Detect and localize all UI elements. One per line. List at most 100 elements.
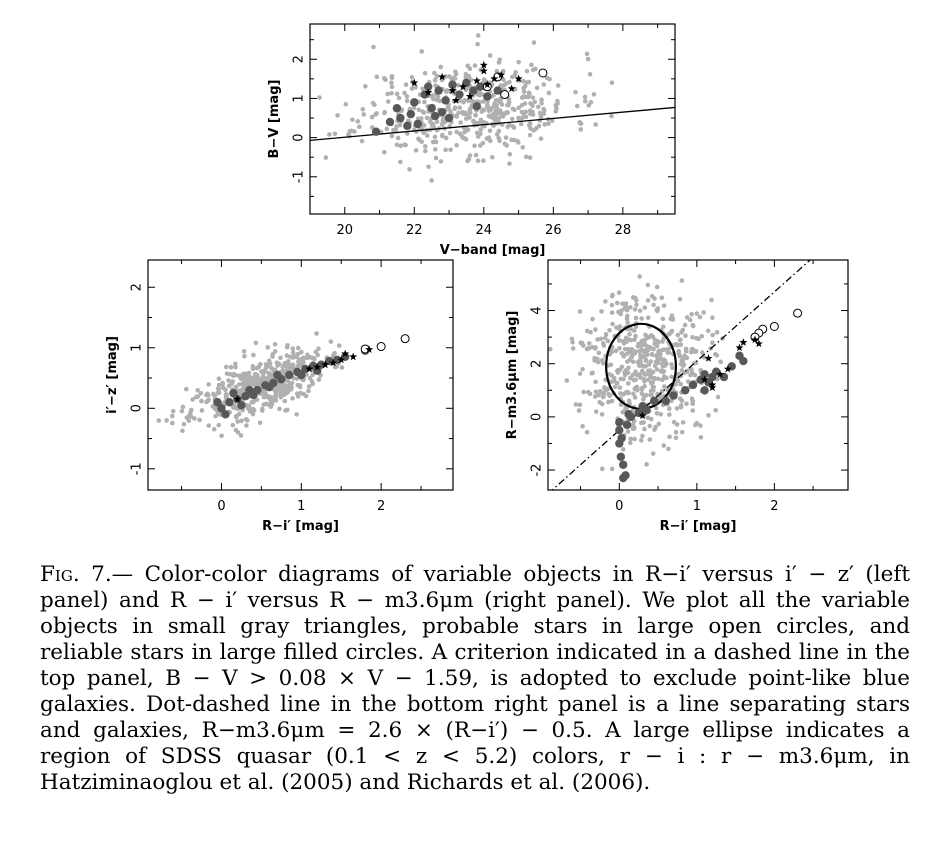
gray-point <box>609 310 615 315</box>
gray-point <box>670 316 675 321</box>
gray-point <box>481 158 486 163</box>
gray-point <box>294 412 299 417</box>
gray-point <box>679 278 685 283</box>
gray-point <box>633 315 639 321</box>
gray-point <box>681 362 687 368</box>
gray-point <box>261 402 267 407</box>
gray-point <box>518 121 524 127</box>
gray-point <box>615 367 621 373</box>
star-marker <box>754 339 763 348</box>
gray-point <box>541 106 546 112</box>
plot-frame <box>309 23 676 215</box>
gray-point <box>265 345 271 350</box>
gray-point <box>687 317 693 323</box>
gray-point <box>622 352 627 358</box>
gray-point <box>593 379 598 385</box>
gray-point <box>564 378 570 383</box>
star-marker <box>716 370 725 378</box>
gray-point <box>269 401 275 407</box>
gray-point <box>587 71 593 77</box>
gray-point <box>659 356 664 362</box>
gray-point <box>206 397 211 403</box>
gray-point <box>661 443 667 448</box>
figure-caption: Fig. 7.— Color-color diagrams of variabl… <box>40 562 910 796</box>
gray-point <box>475 41 480 47</box>
gray-point <box>653 405 659 411</box>
gray-point <box>673 435 679 441</box>
gray-point <box>536 123 542 129</box>
caption-text: Color-color diagrams of variable objects… <box>40 562 910 795</box>
gray-point <box>648 380 654 386</box>
x-tick-label: 2 <box>377 499 385 514</box>
star-marker <box>704 354 713 362</box>
gray-point <box>641 377 647 382</box>
gray-point <box>231 371 237 377</box>
gray-point <box>654 343 660 349</box>
gray-point <box>606 391 611 397</box>
gray-point <box>628 436 633 442</box>
gray-point <box>503 135 509 140</box>
gray-point <box>527 108 533 113</box>
filled-circle <box>618 473 628 483</box>
gray-point <box>199 398 204 404</box>
filled-circle <box>622 420 632 430</box>
gray-point <box>684 369 690 375</box>
gray-point <box>507 161 512 166</box>
gray-point <box>521 89 527 94</box>
x-tick-label: 1 <box>297 499 305 514</box>
gray-point <box>645 335 650 341</box>
gray-point <box>642 426 647 432</box>
filled-circle <box>217 404 226 413</box>
gray-point <box>642 342 648 347</box>
gray-point <box>715 394 721 400</box>
gray-point <box>189 407 194 413</box>
gray-point <box>534 85 540 91</box>
gray-point <box>409 86 415 91</box>
gray-point <box>454 129 459 135</box>
gray-point <box>360 106 366 112</box>
gray-point <box>645 298 651 303</box>
gray-point <box>219 433 224 439</box>
gray-point <box>281 370 287 375</box>
gray-point <box>646 377 651 382</box>
filled-circle <box>688 380 698 390</box>
gray-point <box>665 350 671 355</box>
gray-point <box>614 325 619 330</box>
gray-point <box>429 178 434 183</box>
filled-circle <box>285 370 294 380</box>
gray-point <box>609 466 615 472</box>
gray-point <box>668 329 674 335</box>
gray-point <box>516 140 521 145</box>
gray-point <box>295 345 301 351</box>
gray-point <box>647 437 653 442</box>
gray-point <box>683 346 689 352</box>
gray-point <box>638 420 644 426</box>
gray-point <box>156 418 162 423</box>
gray-point <box>710 315 715 321</box>
gray-point <box>306 384 312 389</box>
gray-point <box>676 348 682 354</box>
filled-circle <box>423 82 433 91</box>
gray-point <box>584 346 590 352</box>
star-marker <box>305 364 314 373</box>
y-tick-label: 0 <box>530 413 545 421</box>
gray-point <box>651 346 656 352</box>
gray-point <box>287 354 293 360</box>
x-tick-label: 24 <box>476 223 493 238</box>
gray-point <box>519 109 525 115</box>
bottom-right-panel: 0 1 2 -2 0 2 4 R−i′ [mag] R−m3.6μm [mag] <box>500 250 865 550</box>
filled-circle <box>700 370 709 379</box>
gray-point <box>206 382 211 387</box>
gray-point <box>422 70 428 76</box>
gray-point <box>546 121 551 126</box>
gray-point <box>500 114 506 119</box>
gray-point <box>639 391 645 396</box>
gray-point <box>609 398 615 404</box>
gray-point <box>422 99 427 105</box>
gray-point <box>490 154 495 160</box>
gray-point <box>690 334 695 340</box>
gray-point <box>389 90 394 96</box>
gray-point <box>170 413 175 419</box>
gray-point <box>619 308 624 314</box>
gray-point <box>310 372 315 378</box>
